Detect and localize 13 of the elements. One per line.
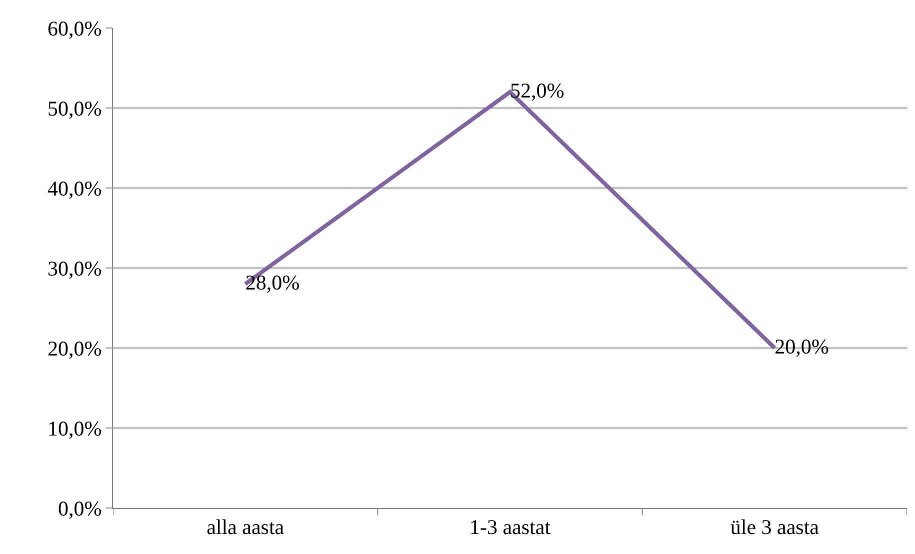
data-label: 20,0% (774, 334, 829, 358)
y-tick-label: 40,0% (48, 176, 102, 200)
x-tick-label: üle 3 aasta (730, 515, 820, 540)
y-tick-label: 10,0% (48, 416, 102, 440)
y-tick-label: 20,0% (48, 336, 102, 360)
x-tick-label: 1-3 aastat (469, 515, 551, 540)
y-tick-label: 50,0% (48, 96, 102, 120)
y-tick-label: 60,0% (48, 16, 102, 40)
data-label: 52,0% (510, 78, 564, 102)
y-tick-label: 0,0% (58, 496, 102, 520)
y-tick-label: 30,0% (48, 256, 102, 280)
x-tick-label: alla aasta (206, 515, 285, 540)
data-label: 28,0% (245, 270, 300, 294)
